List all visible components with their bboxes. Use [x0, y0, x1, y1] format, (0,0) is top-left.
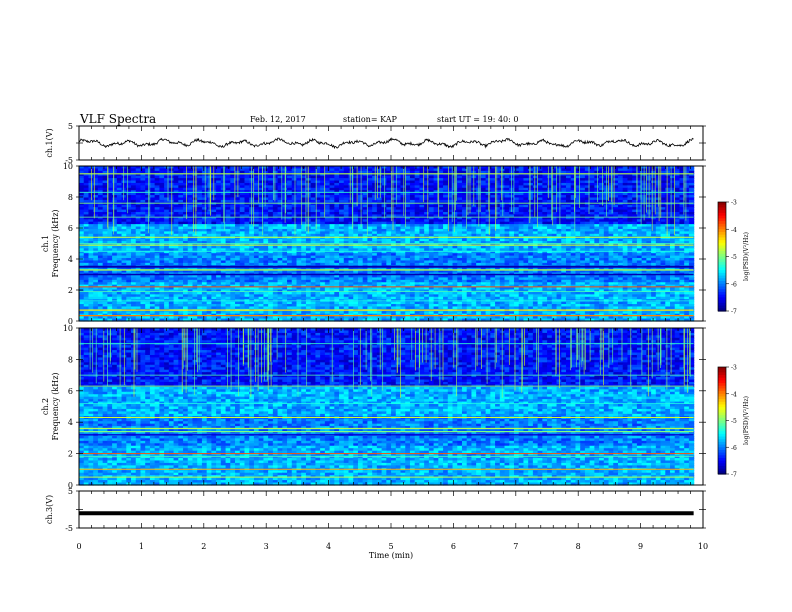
ylabel-ch1-frequency: Frequency (kHz): [51, 209, 60, 277]
colorbar-tick-ch1--4: -4: [731, 227, 737, 234]
ytick-label-wave3-top: 5: [68, 487, 73, 496]
spectrogram-ch1-image: [79, 166, 695, 322]
colorbar-tick-ch2--3: -3: [731, 365, 737, 372]
panel-4-frame: [78, 490, 704, 529]
ytick-label-wave3-bottom: -5: [65, 524, 73, 533]
ch1-waveform-line: [78, 137, 694, 150]
colorbar-label-ch2: log(PSD)(V²/Hz): [743, 396, 750, 445]
ytick-label-ch1-0: 0: [68, 317, 73, 326]
ytick-label-ch1-10: 10: [63, 162, 73, 171]
ytick-label-ch1-8: 8: [68, 193, 73, 202]
ylabel-ch1-channel: ch.1: [41, 235, 50, 252]
colorbar-label-ch1: log(PSD)(V²/Hz): [743, 232, 750, 281]
colorbar-tick-ch1--5: -5: [731, 254, 737, 261]
xaxis-label: Time (min): [369, 551, 413, 560]
xtick-label-2: 2: [201, 542, 206, 551]
xtick-label-9: 9: [638, 542, 643, 551]
date-label: Feb. 12, 2017: [250, 115, 306, 124]
xtick-label-5: 5: [388, 542, 393, 551]
xtick-label-10: 10: [698, 542, 708, 551]
colorbar-tick-ch2--7: -7: [731, 472, 737, 479]
ytick-label-wave0-bottom: -5: [65, 156, 73, 165]
ylabel-wave0: ch.1(V): [45, 128, 54, 157]
colorbar-tick-ch1--7: -7: [731, 309, 737, 316]
start-time-label: start UT = 19: 40: 0: [437, 115, 519, 124]
colorbar-tick-ch2--6: -6: [731, 445, 737, 452]
chart-title: VLF Spectra: [80, 112, 157, 126]
colorbar-tick-ch1--3: -3: [731, 200, 737, 207]
ytick-label-ch2-0: 0: [68, 481, 73, 490]
colorbar-tick-ch2--4: -4: [731, 391, 737, 398]
station-label: station= KAP: [343, 115, 397, 124]
colorbar-ch2: -7 -6 -5 -4 -3 log(PSD)(V²/Hz): [717, 365, 750, 479]
colorbar-tick-ch1--6: -6: [731, 281, 737, 288]
xtick-label-8: 8: [576, 542, 581, 551]
xtick-label-7: 7: [513, 542, 518, 551]
xtick-label-3: 3: [264, 542, 269, 551]
colorbar-ch1: -7 -6 -5 -4 -3 log(PSD)(V²/Hz): [717, 200, 750, 316]
ytick-label-wave0-top: 5: [68, 122, 73, 131]
xtick-label-4: 4: [326, 542, 331, 551]
colorbar-tick-ch2--5: -5: [731, 418, 737, 425]
ytick-label-ch2-8: 8: [68, 355, 73, 364]
ytick-label-ch2-2: 2: [68, 450, 73, 459]
xtick-label-1: 1: [139, 542, 144, 551]
xtick-label-6: 6: [451, 542, 456, 551]
ytick-label-ch2-10: 10: [63, 324, 73, 333]
ylabel-ch2-channel: ch.2: [41, 398, 50, 415]
ytick-label-ch2-6: 6: [68, 387, 73, 396]
ylabel-wave3: ch.3(V): [45, 495, 54, 524]
ytick-label-ch2-4: 4: [68, 418, 73, 427]
ytick-label-ch1-2: 2: [68, 286, 73, 295]
spectrogram-ch2-image: [79, 328, 695, 486]
ytick-label-ch1-4: 4: [68, 255, 73, 264]
xtick-label-0: 0: [76, 542, 81, 551]
ylabel-ch2-frequency: Frequency (kHz): [51, 372, 60, 440]
ytick-label-ch1-6: 6: [68, 224, 73, 233]
